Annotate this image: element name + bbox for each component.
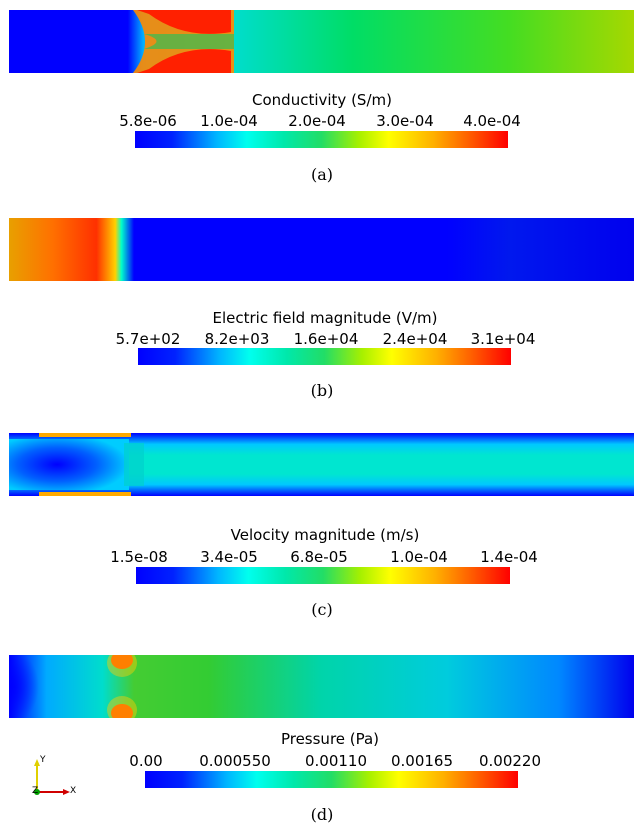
colorbar bbox=[136, 567, 510, 584]
colorbar bbox=[145, 771, 518, 788]
figure-caption: (c) bbox=[311, 600, 332, 619]
colorbar bbox=[135, 131, 508, 148]
tick-label: 1.0e-04 bbox=[390, 549, 448, 565]
electric-field-plot bbox=[9, 218, 634, 281]
axis-y-label: Y bbox=[40, 755, 46, 765]
tick-label: 3.4e-05 bbox=[200, 549, 258, 565]
colorbar-title: Electric field magnitude (V/m) bbox=[212, 310, 437, 326]
pressure-field-plot bbox=[9, 655, 634, 718]
tick-label: 1.4e-04 bbox=[480, 549, 538, 565]
figure-caption: (a) bbox=[311, 165, 333, 184]
tick-label: 6.8e-05 bbox=[290, 549, 348, 565]
tick-label: 0.00220 bbox=[479, 753, 541, 769]
tick-label: 2.0e-04 bbox=[288, 113, 346, 129]
tick-label: 0.00 bbox=[129, 753, 162, 769]
axis-x-label: X bbox=[70, 786, 76, 796]
axes-orientation-icon: Y Z X bbox=[28, 755, 80, 801]
tick-label: 5.8e-06 bbox=[119, 113, 177, 129]
figure-caption: (d) bbox=[311, 805, 334, 824]
tick-label: 2.4e+04 bbox=[383, 331, 448, 347]
tick-label: 4.0e-04 bbox=[463, 113, 521, 129]
velocity-field-plot bbox=[9, 433, 634, 496]
tick-label: 0.00165 bbox=[391, 753, 453, 769]
tick-label: 0.00110 bbox=[305, 753, 367, 769]
colorbar-title: Conductivity (S/m) bbox=[252, 92, 392, 108]
tick-label: 1.0e-04 bbox=[200, 113, 258, 129]
tick-label: 1.6e+04 bbox=[294, 331, 359, 347]
figure-caption: (b) bbox=[311, 381, 334, 400]
colorbar bbox=[138, 348, 511, 365]
tick-label: 0.000550 bbox=[199, 753, 271, 769]
colorbar-title: Velocity magnitude (m/s) bbox=[231, 527, 420, 543]
tick-label: 1.5e-08 bbox=[110, 549, 168, 565]
axis-z-label: Z bbox=[32, 786, 38, 796]
conductivity-field-plot bbox=[9, 10, 634, 73]
tick-label: 3.1e+04 bbox=[471, 331, 536, 347]
tick-label: 5.7e+02 bbox=[116, 331, 181, 347]
tick-label: 8.2e+03 bbox=[205, 331, 270, 347]
colorbar-title: Pressure (Pa) bbox=[281, 731, 379, 747]
tick-label: 3.0e-04 bbox=[376, 113, 434, 129]
